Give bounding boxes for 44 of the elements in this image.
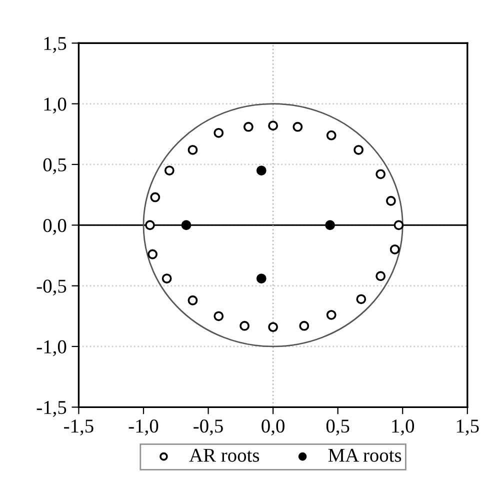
- y-tick-label: -1,0: [36, 340, 66, 356]
- point: [326, 310, 336, 320]
- point: [162, 274, 172, 284]
- point: [243, 122, 254, 132]
- legend-label: AR roots: [189, 448, 260, 462]
- point: [214, 311, 224, 322]
- point: [256, 166, 266, 176]
- point: [268, 120, 278, 131]
- y-tick-label: 0,5: [43, 158, 66, 174]
- point: [145, 220, 155, 230]
- point: [356, 294, 366, 304]
- point: [292, 122, 303, 132]
- point: [181, 220, 192, 230]
- y-tick-label: -1,5: [36, 401, 66, 417]
- point: [188, 295, 198, 306]
- point: [268, 322, 278, 332]
- x-tick-label: 1,5: [456, 420, 479, 436]
- point: [240, 320, 250, 331]
- y-tick-label: -0,5: [36, 280, 66, 296]
- point: [376, 271, 386, 282]
- legend-label: MA roots: [328, 448, 402, 462]
- x-tick-label: -1,0: [128, 420, 158, 436]
- y-tick-label: 1,5: [44, 37, 66, 53]
- point: [386, 196, 396, 206]
- x-tick-label: 0,0: [262, 420, 284, 436]
- point: [299, 320, 310, 331]
- x-tick-label: 1,0: [392, 420, 414, 436]
- y-tick-label: 1,0: [44, 98, 66, 114]
- point: [325, 220, 336, 230]
- point: [150, 192, 160, 202]
- point: [164, 166, 174, 176]
- point: [148, 249, 158, 260]
- x-tick-label: -0,5: [194, 420, 223, 436]
- point: [188, 144, 198, 155]
- point: [394, 220, 404, 230]
- y-tick-label: 0,0: [43, 218, 66, 235]
- point: [354, 144, 364, 155]
- point: [256, 274, 266, 284]
- point: [376, 169, 386, 180]
- x-tick-label: -1,5: [64, 420, 94, 436]
- point: [326, 130, 336, 140]
- point: [214, 128, 224, 138]
- x-tick-label: 0,5: [326, 420, 350, 436]
- point: [390, 244, 400, 254]
